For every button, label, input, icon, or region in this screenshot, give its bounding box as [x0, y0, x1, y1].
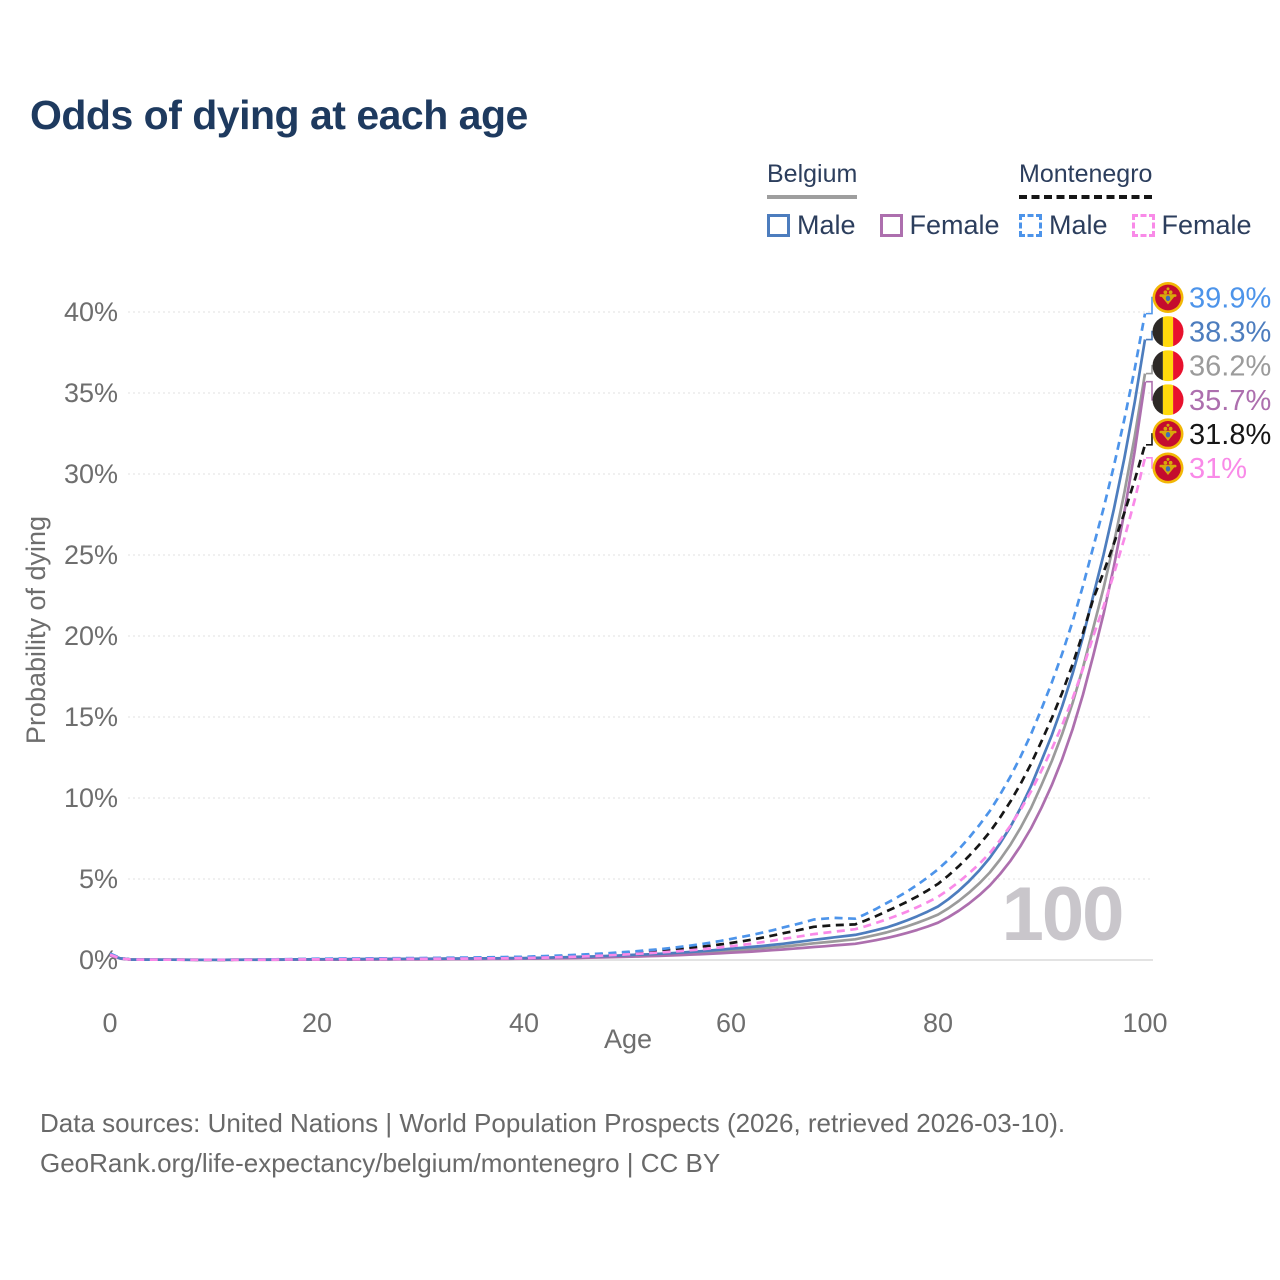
- belgium-female-swatch-icon: [879, 214, 903, 237]
- y-tick-label: 15%: [64, 702, 118, 732]
- belgium-male-swatch-icon: [767, 214, 790, 237]
- legend-item-belgium-male[interactable]: Male: [767, 210, 856, 241]
- end-value-label: 31%: [1189, 453, 1247, 485]
- x-tick-label: 0: [102, 1008, 117, 1038]
- y-tick-label: 30%: [64, 459, 118, 489]
- y-tick-label: 20%: [64, 621, 118, 651]
- legend-heading-belgium: Belgium: [767, 160, 858, 199]
- y-tick-label: 10%: [64, 783, 118, 813]
- x-tick-label: 80: [923, 1008, 953, 1038]
- x-tick-label: 20: [302, 1008, 332, 1038]
- legend-group-montenegro: Montenegro Male Female: [1019, 160, 1276, 241]
- legend-label: Male: [797, 210, 856, 240]
- belgium-flag-icon: [1152, 384, 1184, 416]
- age-watermark: 100: [1002, 872, 1123, 957]
- data-sources-text: Data sources: United Nations | World Pop…: [40, 1108, 1066, 1138]
- series-line-belgium-male[interactable]: [109, 339, 1147, 962]
- legend-item-montenegro-female[interactable]: Female: [1131, 210, 1252, 241]
- attribution-text: GeoRank.org/life-expectancy/belgium/mont…: [40, 1148, 721, 1178]
- x-axis-title: Age: [604, 1024, 652, 1054]
- page-title: Odds of dying at each age: [30, 92, 528, 138]
- end-value-label: 31.8%: [1189, 419, 1271, 451]
- series-line-montenegro-total[interactable]: [109, 444, 1147, 962]
- montenegro-flag-icon: [1152, 452, 1184, 484]
- legend-item-montenegro-male[interactable]: Male: [1019, 210, 1108, 241]
- x-tick-label: 40: [509, 1008, 539, 1038]
- montenegro-flag-icon: [1152, 418, 1184, 450]
- legend-item-belgium-female[interactable]: Female: [879, 210, 1000, 241]
- end-value-label: 35.7%: [1189, 385, 1271, 417]
- belgium-flag-icon: [1152, 350, 1184, 382]
- belgium-flag-icon: [1152, 316, 1184, 348]
- series-line-montenegro-female[interactable]: [109, 457, 1147, 962]
- y-tick-label: 25%: [64, 540, 118, 570]
- x-tick-label: 100: [1122, 1008, 1167, 1038]
- montenegro-male-swatch-icon: [1019, 214, 1042, 237]
- end-value-label: 36.2%: [1189, 351, 1271, 383]
- y-tick-label: 40%: [64, 297, 118, 327]
- series-line-montenegro-male[interactable]: [109, 313, 1147, 962]
- legend-heading-montenegro: Montenegro: [1019, 160, 1153, 199]
- legend-label: Female: [1161, 210, 1252, 240]
- end-value-label: 38.3%: [1189, 317, 1271, 349]
- y-axis-title: Probability of dying: [21, 516, 51, 744]
- montenegro-female-swatch-icon: [1131, 214, 1155, 237]
- y-tick-label: 5%: [79, 864, 118, 894]
- y-tick-label: 35%: [64, 378, 118, 408]
- montenegro-flag-icon: [1152, 282, 1184, 313]
- series-line-belgium-total[interactable]: [109, 373, 1147, 962]
- y-tick-label: 0%: [79, 945, 118, 975]
- legend-label: Female: [909, 210, 1000, 240]
- legend-group-belgium: Belgium Male Female: [767, 160, 1024, 241]
- legend-label: Male: [1049, 210, 1108, 240]
- end-value-label: 39.9%: [1189, 283, 1271, 315]
- x-tick-label: 60: [716, 1008, 746, 1038]
